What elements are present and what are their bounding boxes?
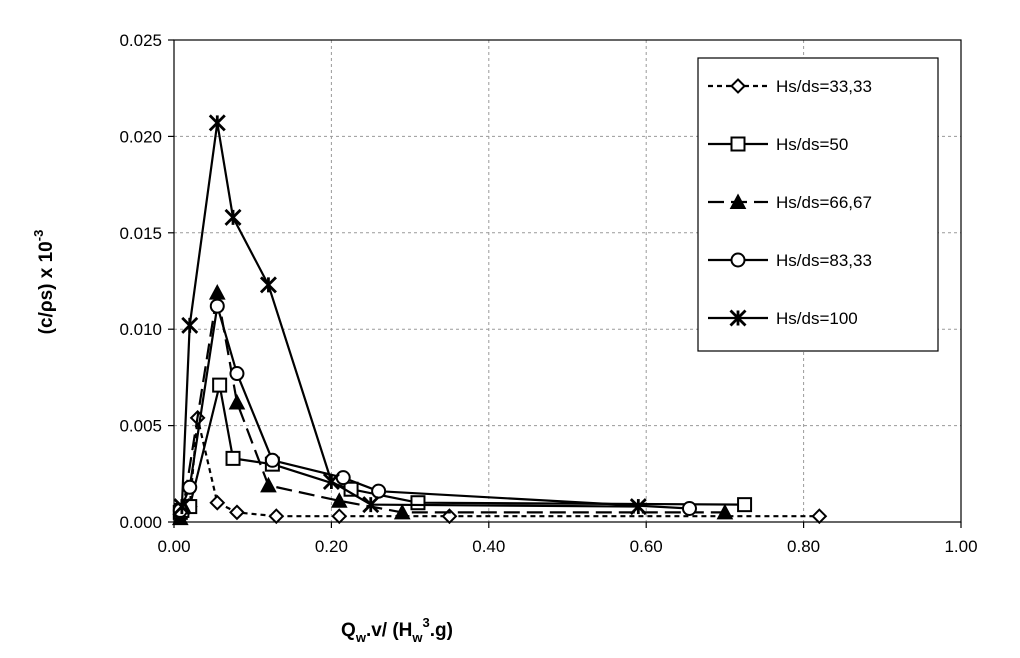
series-line — [179, 416, 820, 518]
data-point-marker — [181, 316, 199, 334]
y-axis-ticks: 0.000 0.005 0.010 0.015 0.020 0.025 — [119, 31, 174, 532]
data-point-marker — [229, 504, 245, 521]
series-4 — [172, 298, 697, 518]
x-tick-label: 0.60 — [630, 537, 663, 556]
data-point-marker — [330, 492, 348, 508]
data-point-marker — [260, 476, 277, 493]
data-point-marker — [362, 496, 380, 514]
data-point-marker — [331, 508, 348, 525]
data-point-marker — [229, 366, 245, 382]
data-point-marker — [259, 276, 277, 294]
x-tick-label: 0.80 — [787, 537, 820, 556]
x-axis-ticks: 0.00 0.20 0.40 0.60 0.80 1.00 — [157, 522, 978, 556]
data-point-marker — [209, 494, 226, 511]
data-point-marker — [729, 309, 747, 327]
x-tick-label: 1.00 — [944, 537, 977, 556]
data-point-marker — [729, 193, 747, 209]
data-point-marker — [228, 393, 246, 410]
y-tick-label: 0.000 — [119, 513, 162, 532]
legend-label: Hs/ds=66,67 — [776, 193, 872, 212]
legend-item: Hs/ds=33,33 — [708, 77, 872, 96]
plot-area-frame — [173, 39, 962, 523]
y-tick-label: 0.020 — [119, 127, 162, 146]
data-point-marker — [629, 498, 647, 516]
series-group — [171, 114, 828, 526]
legend-label: Hs/ds=50 — [776, 135, 848, 154]
x-tick-label: 0.40 — [472, 537, 505, 556]
x-axis-title: Qw.v/ (Hw3.g) — [341, 615, 453, 645]
data-point-marker — [224, 208, 242, 226]
data-point-marker — [264, 452, 280, 468]
legend-item: Hs/ds=100 — [708, 309, 858, 328]
data-point-marker — [410, 495, 426, 511]
data-point-marker — [209, 298, 225, 314]
series-line — [179, 291, 725, 519]
legend-label: Hs/ds=83,33 — [776, 251, 872, 270]
legend-label: Hs/ds=100 — [776, 309, 858, 328]
y-tick-label: 0.025 — [119, 31, 162, 50]
y-tick-label: 0.005 — [119, 417, 162, 436]
legend-item: Hs/ds=83,33 — [708, 251, 872, 270]
data-point-marker — [730, 136, 746, 152]
data-point-marker — [335, 470, 351, 486]
data-point-marker — [322, 473, 340, 491]
x-tick-label: 0.20 — [315, 537, 348, 556]
data-point-marker — [716, 503, 734, 520]
data-point-marker — [811, 508, 828, 525]
data-point-marker — [268, 508, 285, 525]
data-point-marker — [212, 377, 228, 393]
y-axis-title: (c/ρs) x 10-3 — [31, 230, 57, 335]
legend-item: Hs/ds=50 — [708, 135, 848, 154]
y-tick-label: 0.015 — [119, 224, 162, 243]
series-line — [180, 121, 639, 508]
data-point-marker — [208, 114, 226, 132]
legend: Hs/ds=33,33 Hs/ds=50 Hs/ds=66,67 Hs/ds=83,3… — [697, 57, 939, 352]
data-point-marker — [730, 252, 746, 268]
data-point-marker — [737, 497, 753, 513]
data-point-marker — [371, 483, 387, 499]
x-tick-label: 0.00 — [157, 537, 190, 556]
data-point-marker — [730, 78, 746, 94]
data-point-marker — [681, 501, 697, 517]
legend-item: Hs/ds=66,67 — [708, 193, 872, 212]
data-point-marker — [393, 503, 411, 520]
y-tick-label: 0.010 — [119, 320, 162, 339]
legend-label: Hs/ds=33,33 — [776, 77, 872, 96]
data-point-marker — [182, 479, 198, 495]
series-5 — [173, 114, 647, 516]
data-point-marker — [225, 450, 241, 466]
data-point-marker — [173, 498, 191, 516]
